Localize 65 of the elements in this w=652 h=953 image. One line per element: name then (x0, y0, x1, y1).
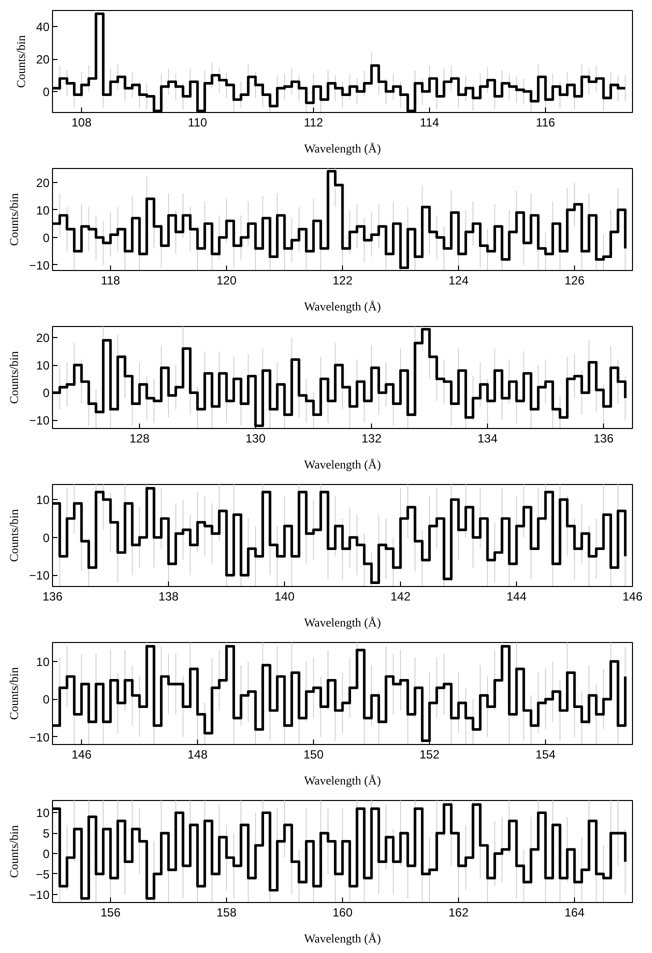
y-tick-label: 10 (36, 806, 50, 820)
x-tick-label: 132 (361, 432, 382, 446)
y-tick-label: 5 (42, 826, 50, 841)
x-tick-label: 118 (100, 274, 120, 288)
x-tick-label: 164 (564, 906, 585, 920)
y-tick-label: 0 (42, 84, 50, 99)
x-tick-label: 160 (332, 906, 353, 920)
x-tick-label: 148 (187, 748, 208, 762)
y-tick-label: 0 (42, 847, 50, 862)
y-tick-label: 0 (42, 230, 50, 245)
y-tick-label: 10 (36, 493, 50, 508)
y-tick-label: 0 (42, 692, 50, 707)
x-tick-label: 114 (420, 116, 440, 130)
x-axis-title: Wavelength (Å) (304, 458, 381, 472)
x-tick-label: 112 (304, 116, 324, 130)
x-tick-label: 158 (216, 906, 237, 920)
y-axis-title: Counts/bin (7, 193, 22, 246)
x-tick-label: 150 (303, 748, 324, 762)
y-tick-label: 20 (36, 331, 50, 346)
y-axis-title: Counts/bin (7, 509, 22, 562)
y-tick-label: 0 (42, 530, 50, 545)
y-tick-label: −10 (29, 888, 50, 902)
x-tick-label: 110 (188, 116, 208, 130)
x-tick-label: 146 (622, 590, 643, 604)
y-tick-label: 20 (36, 52, 50, 67)
x-tick-label: 154 (535, 748, 556, 762)
x-tick-label: 120 (216, 274, 237, 288)
x-tick-label: 140 (274, 590, 295, 604)
y-tick-label: −10 (29, 258, 50, 272)
y-axis-title: Counts/bin (7, 351, 22, 404)
y-tick-label: 10 (36, 358, 50, 373)
y-tick-label: 10 (36, 203, 50, 218)
x-tick-label: 124 (448, 274, 469, 288)
x-tick-label: 136 (42, 590, 63, 604)
x-tick-label: 152 (419, 748, 440, 762)
x-tick-label: 146 (71, 748, 92, 762)
x-axis-title: Wavelength (Å) (304, 616, 381, 630)
y-axis-title: Counts/bin (14, 35, 28, 88)
y-tick-label: 10 (36, 654, 50, 669)
y-tick-label: −5 (36, 867, 50, 882)
y-tick-label: −10 (29, 730, 50, 744)
y-axis-title: Counts/bin (7, 667, 22, 720)
x-tick-label: 134 (477, 432, 498, 446)
x-tick-label: 138 (158, 590, 179, 604)
x-axis-title: Wavelength (Å) (304, 142, 381, 156)
y-tick-label: −10 (29, 568, 50, 583)
x-tick-label: 142 (390, 590, 411, 604)
y-tick-label: 40 (36, 20, 50, 34)
x-tick-label: 122 (332, 274, 353, 288)
x-axis-title: Wavelength (Å) (304, 774, 381, 788)
y-tick-label: 20 (36, 176, 50, 190)
x-axis-title: Wavelength (Å) (304, 300, 381, 314)
x-tick-label: 108 (71, 116, 92, 130)
x-tick-label: 144 (506, 590, 527, 604)
x-tick-label: 116 (536, 116, 556, 130)
x-axis-title: Wavelength (Å) (304, 932, 381, 946)
x-tick-label: 156 (100, 906, 121, 920)
y-tick-label: −10 (29, 414, 50, 428)
x-tick-label: 126 (564, 274, 585, 288)
x-tick-label: 128 (129, 432, 150, 446)
y-tick-label: 0 (42, 386, 50, 400)
x-tick-label: 162 (448, 906, 469, 920)
y-axis-title: Counts/bin (7, 825, 22, 878)
x-tick-label: 136 (593, 432, 614, 446)
x-tick-label: 130 (245, 432, 266, 446)
